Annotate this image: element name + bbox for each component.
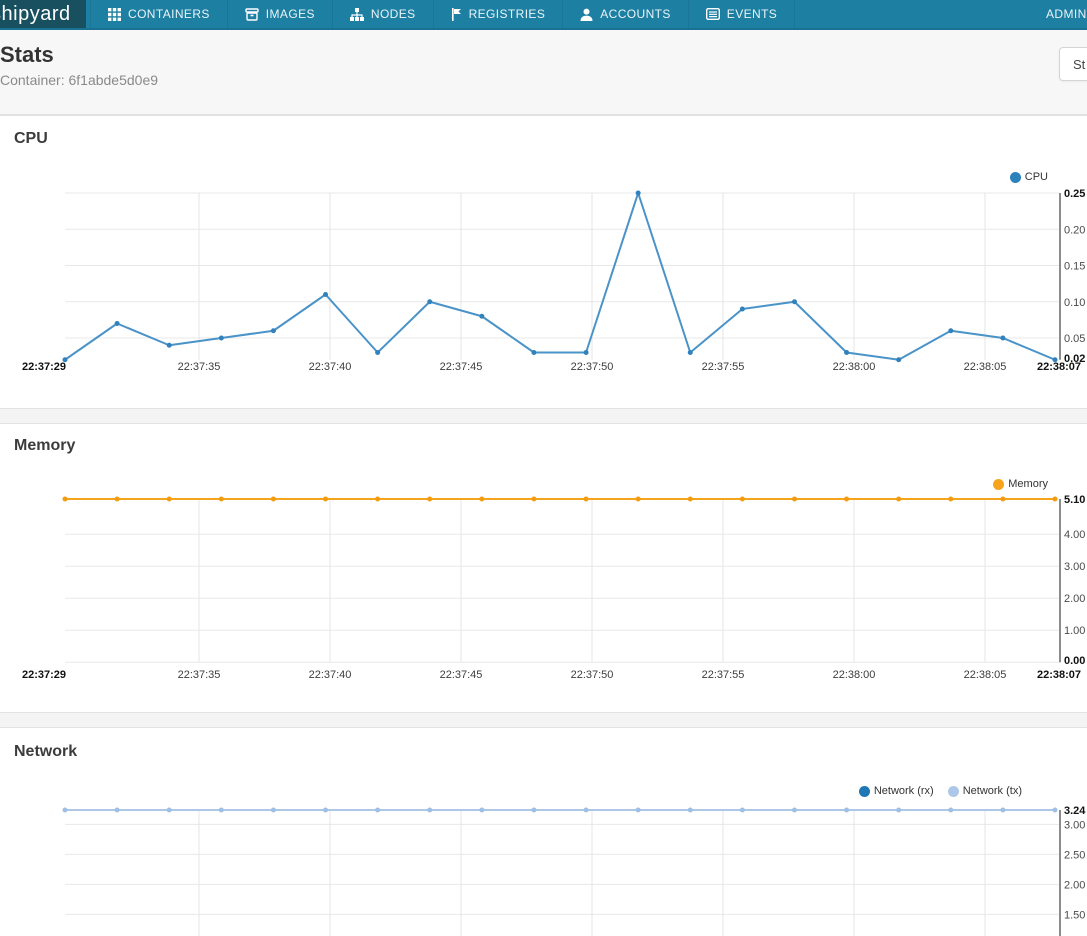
svg-text:0.05: 0.05 [1064, 333, 1085, 345]
nav-item-containers[interactable]: CONTAINERS [90, 0, 228, 28]
cpu-chart-title: CPU [14, 130, 48, 147]
svg-text:0.02: 0.02 [1064, 353, 1085, 365]
network-section: Network Network (rx) Network (tx) 3.24 3.… [0, 728, 1087, 936]
svg-text:22:37:55: 22:37:55 [702, 669, 745, 681]
network-tx-legend-dot-icon [947, 785, 959, 797]
network-chart: 3.24 3.00 2.50 2.00 1.50 [62, 805, 1086, 936]
cpu-legend-dot-icon [1009, 171, 1021, 183]
svg-text:0.15: 0.15 [1064, 261, 1085, 273]
legend-item-cpu: CPU [1009, 171, 1048, 183]
svg-text:22:37:35: 22:37:35 [178, 361, 221, 373]
svg-text:0.25: 0.25 [1064, 188, 1085, 200]
svg-text:22:37:40: 22:37:40 [309, 361, 352, 373]
legend-item-memory: Memory [993, 478, 1048, 490]
nav-item-events[interactable]: EVENTS [689, 0, 796, 28]
svg-text:0.00: 0.00 [1064, 655, 1085, 667]
logo-text: shipyard [0, 2, 71, 25]
nav-item-label: EVENTS [726, 7, 778, 21]
section-divider [0, 408, 1087, 424]
cpu-chart: 0.25 0.20 0.15 0.10 0.05 0.02 22:37:29 22:37:35… [22, 188, 1085, 373]
svg-text:3.00: 3.00 [1064, 819, 1085, 831]
nav-item-images[interactable]: IMAGES [228, 0, 333, 28]
nav-item-admin[interactable]: ADMIN [1046, 7, 1087, 21]
nav-menu: CONTAINERS IMAGES NODES [90, 0, 796, 28]
svg-text:22:38:07: 22:38:07 [1037, 669, 1081, 681]
legend-item-network-rx: Network (rx) [858, 785, 934, 797]
legend-item-network-tx: Network (tx) [947, 785, 1022, 797]
svg-text:1.00: 1.00 [1064, 625, 1085, 637]
svg-text:22:37:35: 22:37:35 [178, 669, 221, 681]
svg-text:22:37:45: 22:37:45 [440, 361, 483, 373]
user-icon [580, 8, 593, 21]
nav-item-nodes[interactable]: NODES [333, 0, 434, 28]
svg-text:0.20: 0.20 [1064, 224, 1085, 236]
nav-item-label: REGISTRIES [468, 7, 546, 21]
page-title: Stats [0, 42, 54, 67]
cpu-legend: CPU [1009, 171, 1048, 183]
memory-legend-dot-icon [993, 478, 1005, 490]
svg-text:3.24: 3.24 [1064, 805, 1086, 817]
svg-text:22:38:05: 22:38:05 [964, 669, 1007, 681]
network-legend: Network (rx) Network (tx) [858, 785, 1022, 797]
svg-text:22:37:50: 22:37:50 [571, 361, 614, 373]
page-header: Stats Container: 6f1abde5d0e9 St [0, 30, 1087, 116]
list-icon [705, 8, 720, 20]
network-chart-title: Network [14, 743, 78, 760]
svg-text:22:38:05: 22:38:05 [964, 361, 1007, 373]
svg-text:5.10: 5.10 [1064, 494, 1085, 506]
memory-section: Memory Memory 5.10 4.00 3.00 2.00 1.00 0.00 22… [0, 424, 1087, 712]
cpu-section: CPU CPU 0.25 0.20 0.15 0.10 0.05 0.02 22:37:29… [0, 116, 1087, 408]
svg-text:3.00: 3.00 [1064, 561, 1085, 573]
svg-text:4.00: 4.00 [1064, 529, 1085, 541]
stats-refresh-button[interactable]: St [1059, 47, 1087, 81]
logo[interactable]: shipyard [0, 0, 86, 28]
memory-legend: Memory [993, 478, 1048, 490]
archive-icon [245, 7, 259, 21]
svg-text:22:37:45: 22:37:45 [440, 669, 483, 681]
nav-item-registries[interactable]: REGISTRIES [434, 0, 564, 28]
svg-text:22:37:29: 22:37:29 [22, 361, 66, 373]
container-id-subtitle: Container: 6f1abde5d0e9 [0, 72, 159, 88]
nav-item-accounts[interactable]: ACCOUNTS [563, 0, 689, 28]
svg-text:22:37:50: 22:37:50 [571, 669, 614, 681]
svg-text:22:38:07: 22:38:07 [1037, 361, 1081, 373]
memory-chart-title: Memory [14, 437, 76, 454]
nav-item-label: CONTAINERS [128, 7, 210, 21]
grid-icon [108, 7, 121, 21]
svg-text:22:37:55: 22:37:55 [702, 361, 745, 373]
memory-chart: 5.10 4.00 3.00 2.00 1.00 0.00 22:37:29 22:37:35… [22, 494, 1085, 681]
svg-text:22:37:29: 22:37:29 [22, 669, 66, 681]
svg-text:1.50: 1.50 [1064, 909, 1085, 921]
svg-text:2.00: 2.00 [1064, 879, 1085, 891]
nav-item-label: ACCOUNTS [600, 7, 671, 21]
svg-text:22:37:40: 22:37:40 [309, 669, 352, 681]
svg-text:0.10: 0.10 [1064, 297, 1085, 309]
svg-text:2.00: 2.00 [1064, 593, 1085, 605]
svg-text:22:38:00: 22:38:00 [833, 669, 876, 681]
nav-item-label: NODES [370, 7, 416, 21]
flag-icon [451, 7, 462, 21]
nav-item-label: IMAGES [265, 7, 315, 21]
svg-text:2.50: 2.50 [1064, 849, 1085, 861]
network-rx-legend-dot-icon [858, 785, 870, 797]
top-navbar: shipyard CONTAINERS IMAGES [0, 0, 1087, 30]
section-divider [0, 712, 1087, 728]
svg-text:22:38:00: 22:38:00 [833, 361, 876, 373]
sitemap-icon [349, 7, 364, 21]
